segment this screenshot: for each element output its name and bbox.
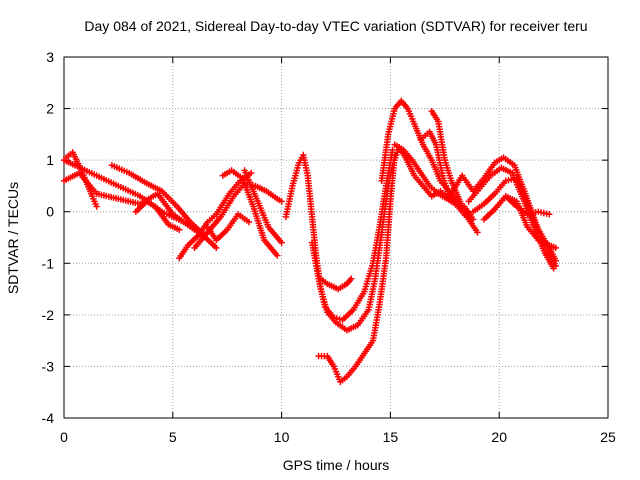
data-point — [176, 226, 183, 233]
data-point — [330, 314, 338, 321]
data-point — [552, 257, 559, 264]
data-series-track-17 — [417, 128, 459, 205]
x-axis-label: GPS time / hours — [283, 457, 390, 473]
data-point — [247, 169, 255, 177]
data-series-track-18 — [428, 107, 481, 236]
x-tick-label: 10 — [274, 429, 290, 445]
grid-lines — [64, 57, 608, 418]
y-tick-label: -4 — [42, 410, 55, 426]
data-point — [391, 151, 398, 159]
data-point — [274, 252, 281, 259]
data-series-track-12 — [308, 146, 396, 324]
x-tick-label: 20 — [491, 429, 507, 445]
data-point — [278, 198, 285, 205]
data-series-track-14 — [315, 151, 398, 386]
x-axis-ticks: 0 5 10 15 20 25 — [60, 57, 616, 445]
data-series-track-23 — [491, 193, 553, 218]
x-tick-label: 0 — [60, 429, 68, 445]
y-axis-ticks: -4 -3 -2 -1 0 1 2 3 — [42, 49, 608, 426]
data-point — [474, 229, 481, 236]
x-tick-label: 5 — [169, 429, 177, 445]
data-series-track-7 — [191, 180, 285, 252]
data-point — [546, 211, 553, 218]
y-tick-label: 3 — [46, 49, 54, 65]
data-series-track-4 — [108, 162, 205, 236]
x-tick-label: 15 — [383, 429, 399, 445]
data-point — [389, 146, 396, 154]
data-point — [333, 315, 340, 322]
data-point — [550, 265, 557, 272]
y-axis-label: SDTVAR / TECUs — [5, 182, 21, 294]
data-series-group — [60, 97, 559, 386]
data-series-track-13 — [317, 275, 355, 293]
data-point — [213, 244, 220, 252]
data-point — [552, 244, 559, 252]
data-series-track-8 — [204, 211, 253, 244]
x-tick-label: 25 — [600, 429, 616, 445]
y-tick-label: 1 — [46, 152, 54, 168]
data-point — [278, 239, 285, 246]
y-tick-label: -3 — [42, 358, 55, 374]
data-series-track-6 — [176, 169, 255, 262]
data-series-track-10 — [241, 167, 285, 246]
data-series-track-9 — [219, 167, 281, 259]
data-point — [348, 275, 355, 282]
data-point — [336, 315, 343, 323]
chart-title: Day 084 of 2021, Sidereal Day-to-day VTE… — [84, 18, 587, 34]
data-series-track-15 — [378, 97, 462, 205]
data-series-track-5 — [132, 198, 183, 233]
y-tick-label: 0 — [46, 204, 54, 220]
data-point — [245, 218, 253, 226]
y-tick-label: -1 — [42, 255, 55, 271]
data-series-track-3 — [62, 149, 100, 210]
data-series-track-22 — [480, 193, 559, 252]
y-tick-label: -2 — [42, 307, 55, 323]
data-point — [93, 203, 100, 210]
plot-frame — [63, 56, 609, 419]
y-tick-label: 2 — [46, 101, 54, 117]
